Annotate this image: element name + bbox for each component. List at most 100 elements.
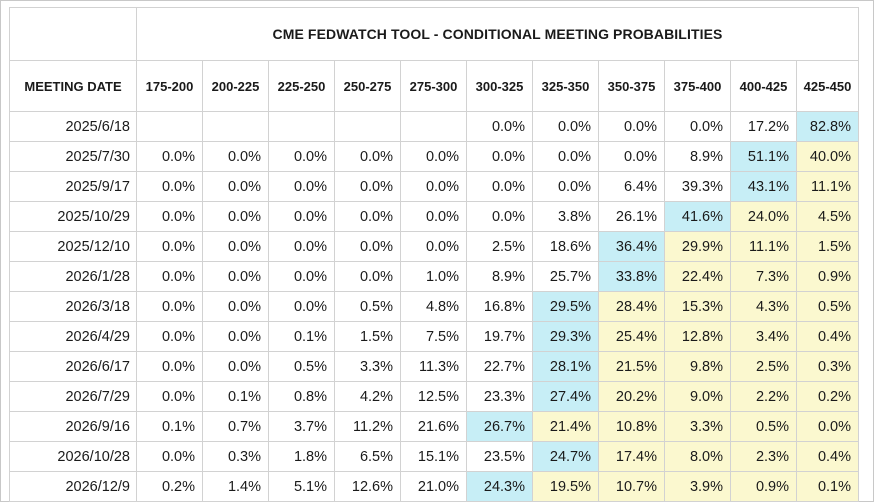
probability-cell: 0.5% xyxy=(268,351,335,382)
probability-cell: 0.0% xyxy=(202,141,269,172)
probability-cell: 0.0% xyxy=(136,171,203,202)
probability-cell: 33.8% xyxy=(598,261,665,292)
probability-cell: 0.0% xyxy=(598,111,665,142)
meeting-date-cell: 2026/3/18 xyxy=(9,291,137,322)
probability-cell: 21.0% xyxy=(400,471,467,502)
probability-cell: 2.2% xyxy=(730,381,797,412)
probability-cell: 25.4% xyxy=(598,321,665,352)
probability-cell: 0.0% xyxy=(268,141,335,172)
table-row: 2026/3/18 0.0% 0.0% 0.0% 0.5% 4.8% 16.8% 29.5% 2… xyxy=(9,291,859,322)
probability-cell: 5.1% xyxy=(268,471,335,502)
probability-cell xyxy=(268,111,335,142)
table-row: 2026/1/28 0.0% 0.0% 0.0% 0.0% 1.0% 8.9% 25.7% 33… xyxy=(9,261,859,292)
column-header: 400-425 xyxy=(730,60,797,112)
probability-cell: 22.7% xyxy=(466,351,533,382)
table-row: 2026/6/17 0.0% 0.0% 0.5% 3.3% 11.3% 22.7% 28.1%… xyxy=(9,351,859,382)
probability-cell: 21.6% xyxy=(400,411,467,442)
probability-cell: 0.5% xyxy=(730,411,797,442)
probability-cell: 18.6% xyxy=(532,231,599,262)
probability-cell: 7.3% xyxy=(730,261,797,292)
probability-cell: 12.5% xyxy=(400,381,467,412)
probability-cell: 0.5% xyxy=(796,291,859,322)
probability-cell: 10.7% xyxy=(598,471,665,502)
probability-cell: 0.0% xyxy=(202,171,269,202)
probability-cell: 2.3% xyxy=(730,441,797,472)
title-row: CME FEDWATCH TOOL - CONDITIONAL MEETING … xyxy=(9,7,859,61)
probability-cell: 0.1% xyxy=(268,321,335,352)
probability-cell: 11.3% xyxy=(400,351,467,382)
probability-cell: 51.1% xyxy=(730,141,797,172)
probability-cell: 1.0% xyxy=(400,261,467,292)
probability-cell: 0.0% xyxy=(268,261,335,292)
probability-cell: 0.0% xyxy=(466,141,533,172)
probability-cell: 0.0% xyxy=(202,231,269,262)
probability-cell: 0.0% xyxy=(202,261,269,292)
probability-cell: 6.4% xyxy=(598,171,665,202)
probability-cell: 6.5% xyxy=(334,441,401,472)
probability-cell: 0.2% xyxy=(796,381,859,412)
probability-cell xyxy=(334,111,401,142)
probability-cell: 1.8% xyxy=(268,441,335,472)
probability-cell: 0.0% xyxy=(532,111,599,142)
probability-cell xyxy=(400,111,467,142)
column-header: 225-250 xyxy=(268,60,335,112)
table-row: 2025/10/29 0.0% 0.0% 0.0% 0.0% 0.0% 0.0% 3.8% 26… xyxy=(9,201,859,232)
probability-cell: 0.9% xyxy=(730,471,797,502)
meeting-date-cell: 2025/12/10 xyxy=(9,231,137,262)
probability-cell: 0.0% xyxy=(334,171,401,202)
probability-table: CME FEDWATCH TOOL - CONDITIONAL MEETING … xyxy=(9,7,859,502)
probability-cell: 4.3% xyxy=(730,291,797,322)
probability-cell: 0.3% xyxy=(796,351,859,382)
probability-cell: 36.4% xyxy=(598,231,665,262)
column-header: 300-325 xyxy=(466,60,533,112)
probability-cell: 29.5% xyxy=(532,291,599,322)
table-row: 2026/7/29 0.0% 0.1% 0.8% 4.2% 12.5% 23.3% 27.4%… xyxy=(9,381,859,412)
probability-cell: 0.0% xyxy=(400,141,467,172)
probability-cell: 26.7% xyxy=(466,411,533,442)
meeting-date-header: MEETING DATE xyxy=(9,60,137,112)
probability-cell: 3.9% xyxy=(664,471,731,502)
probability-cell xyxy=(202,111,269,142)
table-row: 2026/10/28 0.0% 0.3% 1.8% 6.5% 15.1% 23.5% 24.7… xyxy=(9,441,859,472)
probability-cell: 21.4% xyxy=(532,411,599,442)
probability-cell: 11.2% xyxy=(334,411,401,442)
probability-cell: 3.3% xyxy=(664,411,731,442)
probability-cell: 0.0% xyxy=(268,171,335,202)
table-row: 2025/12/10 0.0% 0.0% 0.0% 0.0% 0.0% 2.5% 18.6% 3… xyxy=(9,231,859,262)
probability-cell: 0.8% xyxy=(268,381,335,412)
probability-cell: 3.4% xyxy=(730,321,797,352)
probability-cell: 0.0% xyxy=(532,141,599,172)
meeting-date-cell: 2026/6/17 xyxy=(9,351,137,382)
probability-cell: 0.0% xyxy=(136,381,203,412)
probability-cell: 8.9% xyxy=(664,141,731,172)
probability-cell: 0.0% xyxy=(532,171,599,202)
probability-cell: 0.0% xyxy=(136,351,203,382)
table-row: 2025/9/17 0.0% 0.0% 0.0% 0.0% 0.0% 0.0% 0.0% 6.4… xyxy=(9,171,859,202)
table-title: CME FEDWATCH TOOL - CONDITIONAL MEETING … xyxy=(136,7,859,61)
probability-cell: 11.1% xyxy=(730,231,797,262)
probability-cell: 0.1% xyxy=(136,411,203,442)
probability-cell: 24.0% xyxy=(730,201,797,232)
probability-cell: 8.9% xyxy=(466,261,533,292)
column-header: 375-400 xyxy=(664,60,731,112)
meeting-date-cell: 2026/4/29 xyxy=(9,321,137,352)
probability-cell: 0.1% xyxy=(202,381,269,412)
column-header: 175-200 xyxy=(136,60,203,112)
probability-cell: 0.0% xyxy=(136,141,203,172)
probability-cell: 24.3% xyxy=(466,471,533,502)
probability-cell: 4.2% xyxy=(334,381,401,412)
column-header: 350-375 xyxy=(598,60,665,112)
meeting-date-cell: 2026/9/16 xyxy=(9,411,137,442)
probability-cell: 0.0% xyxy=(136,231,203,262)
meeting-date-cell: 2026/7/29 xyxy=(9,381,137,412)
probability-cell: 0.0% xyxy=(466,111,533,142)
meeting-date-cell: 2026/1/28 xyxy=(9,261,137,292)
probability-cell: 0.0% xyxy=(466,171,533,202)
probability-cell: 23.5% xyxy=(466,441,533,472)
probability-cell: 2.5% xyxy=(466,231,533,262)
probability-cell: 0.0% xyxy=(334,201,401,232)
table-row: 2026/12/9 0.2% 1.4% 5.1% 12.6% 21.0% 24.3% 19.5… xyxy=(9,471,859,502)
probability-cell: 0.0% xyxy=(202,321,269,352)
probability-cell: 0.0% xyxy=(334,231,401,262)
